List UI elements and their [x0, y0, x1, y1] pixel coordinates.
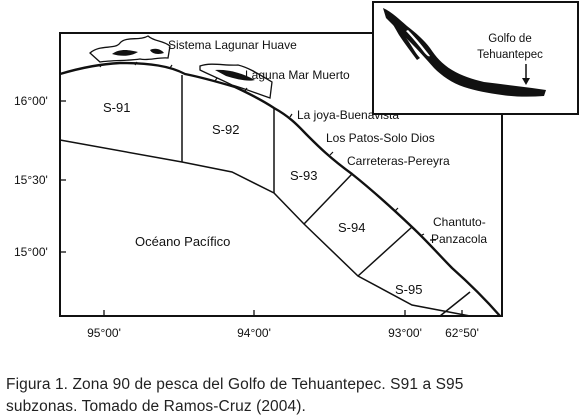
lagoon-huave-water	[112, 48, 164, 56]
lon-label-95-00: 95°00'	[87, 326, 121, 340]
caption-line-2: subzonas. Tomado de Ramos-Cruz (2004).	[6, 398, 306, 415]
lat-label-15-00: 15°00'	[14, 245, 48, 259]
coastline	[59, 61, 501, 317]
lat-label-16-00: 16°00'	[14, 94, 48, 108]
zone-label-s91: S-91	[103, 100, 130, 115]
inset-baja-peninsula	[388, 14, 420, 60]
coastline-texture	[99, 61, 436, 241]
figure-caption: Figura 1. Zona 90 de pesca del Golfo de …	[6, 374, 578, 418]
inset-inner-gulf	[406, 30, 430, 57]
caption-line-1: Figura 1. Zona 90 de pesca del Golfo de …	[6, 376, 464, 393]
inset-arrow-icon	[522, 64, 530, 85]
lon-label-93-00: 93°00'	[388, 326, 422, 340]
inset-label-golfo: Golfo de	[488, 33, 531, 45]
zone-label-s94: S-94	[338, 220, 365, 235]
lat-label-15-30: 15°30'	[14, 173, 48, 187]
zone-label-s95: S-95	[395, 282, 422, 297]
lagoon-mar-muerto-water	[215, 69, 255, 81]
place-label-los-patos: Los Patos-Solo Dios	[326, 131, 435, 145]
place-label-carreteras: Carreteras-Pereyra	[347, 154, 450, 168]
lagoon-huave-land	[89, 35, 171, 63]
lon-ticks	[103, 310, 463, 316]
lon-label-62-50: 62°50'	[445, 326, 479, 340]
map-frame	[59, 32, 503, 317]
place-label-huave: Sistema Lagunar Huave	[168, 38, 297, 52]
fishing-zone-map: S-91 S-92 S-93 S-94 S-95 Sistema Lagunar…	[14, 1, 579, 340]
lagoon-mar-muerto-land	[199, 63, 273, 99]
place-label-mar-muerto: Laguna Mar Muerto	[245, 68, 350, 82]
lon-label-94-00: 94°00'	[237, 326, 271, 340]
lat-ticks	[60, 100, 66, 253]
place-label-panzacola: Panzacola	[431, 232, 487, 246]
place-label-chantuto: Chantuto-	[433, 215, 486, 229]
zone-boundaries	[59, 75, 471, 317]
inset-frame	[372, 1, 579, 115]
zone-label-s92: S-92	[212, 122, 239, 137]
inset-mexico-silhouette	[383, 8, 546, 97]
ocean-label: Océano Pacífico	[135, 234, 230, 249]
zone-label-s93: S-93	[290, 168, 317, 183]
inset-label-tehuantepec: Tehuantepec	[477, 49, 543, 61]
inset-map: Golfo de Tehuantepec	[372, 1, 579, 115]
